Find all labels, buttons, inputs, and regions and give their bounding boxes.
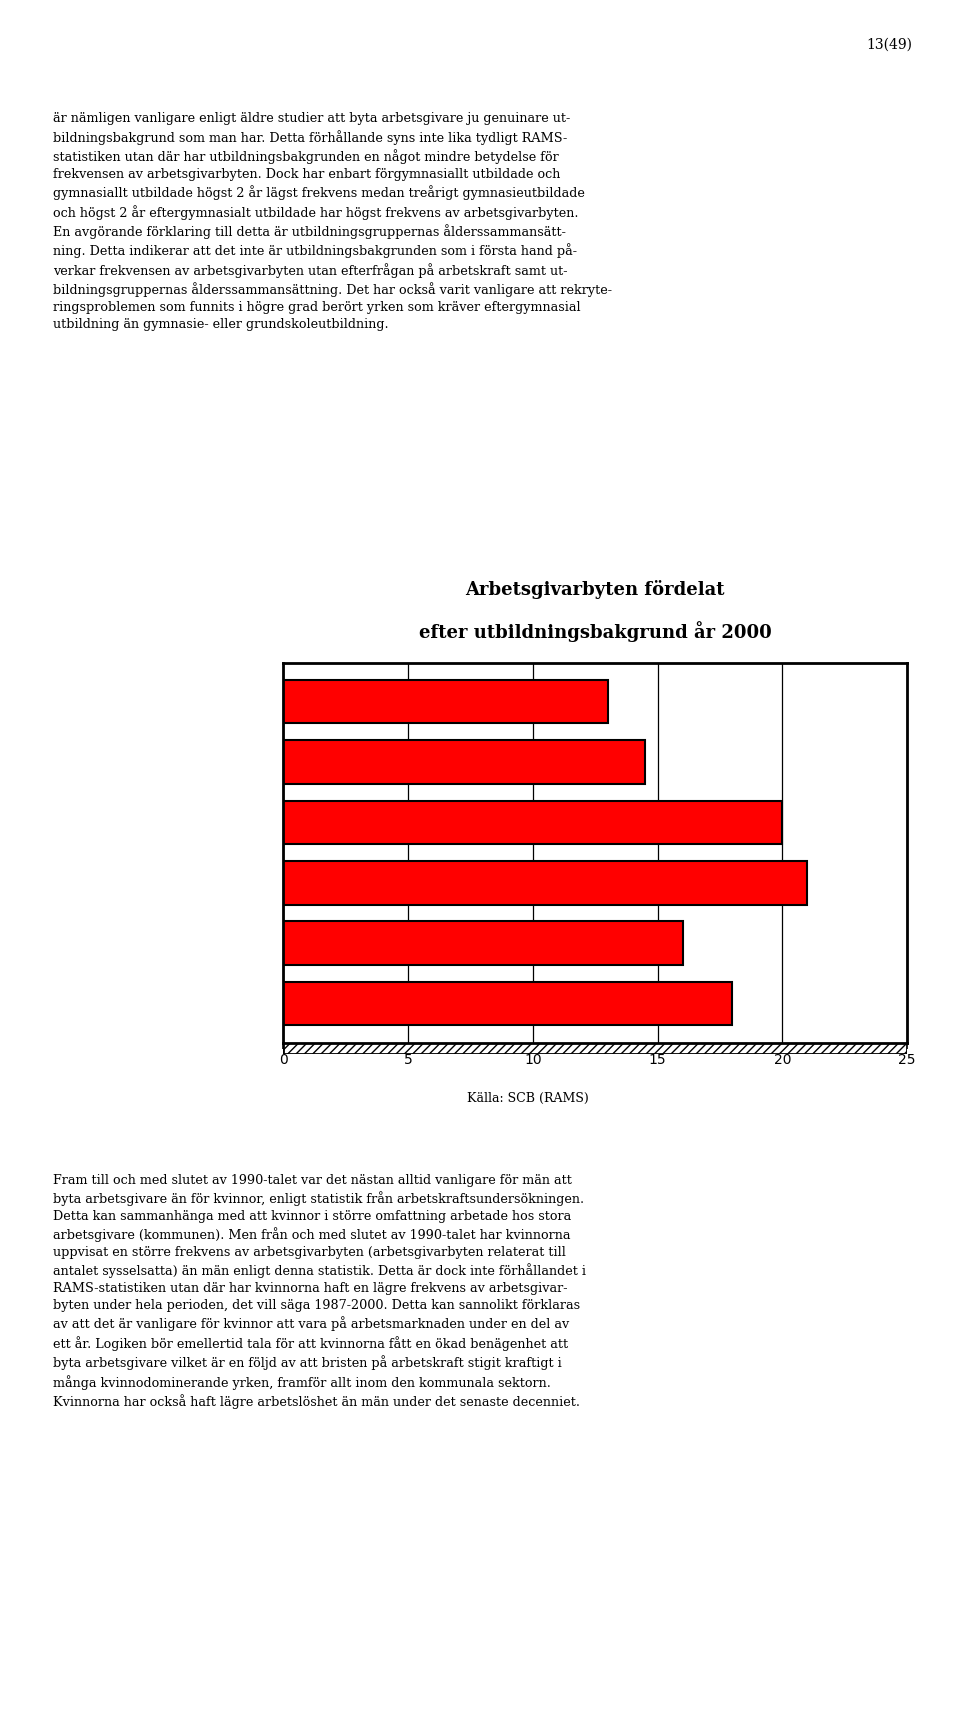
Bar bbox=[283, 801, 782, 844]
Bar bbox=[283, 861, 807, 904]
Bar bbox=[283, 740, 645, 784]
Bar bbox=[283, 982, 732, 1025]
Text: 13(49): 13(49) bbox=[866, 38, 912, 52]
Bar bbox=[283, 922, 683, 965]
Bar bbox=[283, 680, 608, 723]
Text: Arbetsgivarbyten fördelat: Arbetsgivarbyten fördelat bbox=[466, 580, 725, 599]
Text: är nämligen vanligare enligt äldre studier att byta arbetsgivare ju genuinare ut: är nämligen vanligare enligt äldre studi… bbox=[53, 112, 612, 331]
Text: Källa: SCB (RAMS): Källa: SCB (RAMS) bbox=[468, 1093, 588, 1105]
Text: efter utbildningsbakgrund år 2000: efter utbildningsbakgrund år 2000 bbox=[419, 621, 772, 642]
Text: Fram till och med slutet av 1990-talet var det nästan alltid vanligare för män a: Fram till och med slutet av 1990-talet v… bbox=[53, 1174, 586, 1408]
